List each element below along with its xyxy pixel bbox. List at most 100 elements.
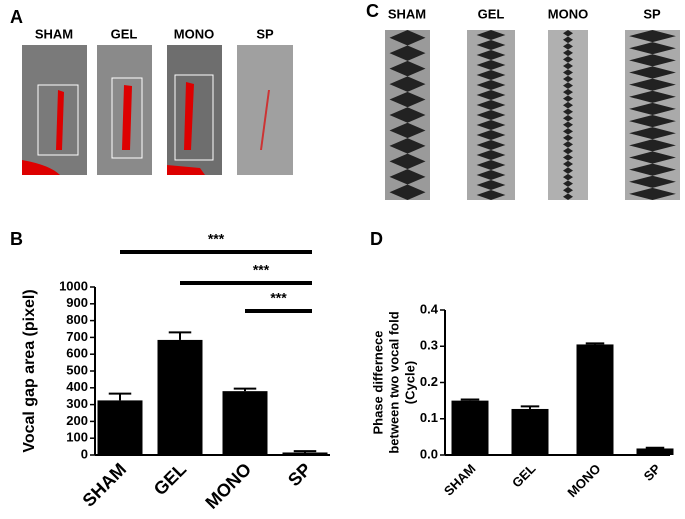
kymo-diamond	[563, 160, 573, 168]
kymo-diamond	[563, 173, 573, 181]
kymo-diamond	[389, 138, 426, 154]
kymo-diamond	[389, 122, 426, 139]
y-axis-label: Vocal gap area (pixel)	[21, 289, 38, 452]
kymo-diamond	[563, 154, 573, 161]
y-tick-label: 200	[66, 413, 88, 428]
y-tick-label: 0.1	[420, 410, 438, 425]
panel-label: A	[10, 7, 23, 27]
kymo-diamond	[476, 130, 506, 140]
kymo-diamond	[563, 69, 573, 76]
x-tick-label: GEL	[509, 461, 539, 491]
y-axis-label: (Cycle)	[402, 361, 417, 404]
kymo-diamond	[476, 140, 506, 150]
kymo-diamond	[563, 75, 573, 83]
kymo-diamond	[629, 90, 676, 103]
kymo-diamond	[563, 88, 573, 96]
kymo-diamond	[476, 110, 506, 120]
significance-label: ***	[270, 290, 287, 306]
kymo-diamond	[476, 100, 506, 110]
kymo-diamond	[629, 163, 676, 176]
kymo-diamond	[563, 121, 573, 129]
bar	[451, 400, 489, 455]
x-tick-label: SHAM	[441, 461, 479, 499]
kymo-diamond	[563, 82, 573, 89]
kymo-diamond	[389, 107, 426, 123]
bar	[511, 408, 549, 455]
y-tick-label: 0.0	[420, 446, 438, 461]
y-tick-label: 300	[66, 396, 88, 411]
x-tick-label: MONO	[564, 461, 603, 500]
kymo-diamond	[563, 186, 573, 194]
bar	[636, 448, 674, 455]
image-label: SHAM	[388, 6, 426, 21]
kymo-diamond	[476, 50, 506, 60]
kymo-diamond	[629, 115, 676, 128]
kymo-diamond	[389, 184, 426, 200]
kymo-diamond	[629, 151, 676, 164]
bar	[157, 339, 203, 455]
image-label: MONO	[548, 6, 588, 21]
kymo-diamond	[476, 30, 506, 40]
kymo-diamond	[476, 60, 506, 70]
kymo-diamond	[389, 30, 426, 46]
kymo-diamond	[563, 101, 573, 109]
kymo-diamond	[563, 30, 573, 37]
kymo-diamond	[563, 49, 573, 57]
kymo-diamond	[563, 167, 573, 174]
kymo-diamond	[476, 80, 506, 90]
panel-a-images	[22, 45, 293, 175]
image-label: MONO	[174, 26, 214, 41]
kymo-diamond	[563, 95, 573, 102]
image-label: SP	[256, 26, 274, 41]
y-tick-label: 0	[81, 446, 88, 461]
y-tick-label: 400	[66, 379, 88, 394]
bar	[222, 391, 268, 455]
kymo-diamond	[563, 134, 573, 142]
panel-label: C	[366, 1, 379, 21]
kymo-diamond	[476, 160, 506, 170]
x-tick-label: SHAM	[79, 459, 131, 511]
kymo-diamond	[563, 36, 573, 44]
panel-c-images	[385, 30, 680, 200]
kymo-diamond	[389, 169, 426, 185]
kymo-diamond	[389, 60, 426, 77]
kymo-diamond	[563, 115, 573, 122]
kymo-diamond	[563, 128, 573, 135]
kymo-diamond	[476, 90, 506, 100]
significance-label: ***	[253, 262, 270, 278]
kymo-diamond	[563, 180, 573, 187]
kymo-diamond	[563, 108, 573, 115]
kymo-diamond	[629, 30, 676, 43]
image-label: SP	[643, 6, 661, 21]
kymo-diamond	[629, 66, 676, 79]
image-label: GEL	[478, 6, 505, 21]
x-tick-label: SP	[284, 459, 315, 490]
kymo-diamond	[476, 190, 506, 200]
kymo-diamond	[629, 127, 676, 140]
kymo-diamond	[389, 76, 426, 92]
x-tick-label: MONO	[201, 459, 255, 513]
y-axis-label: between two vocal fold	[386, 311, 401, 453]
kymo-diamond	[563, 141, 573, 148]
kymo-diamond	[389, 91, 426, 108]
image-label: SHAM	[35, 26, 73, 41]
kymo-diamond	[629, 139, 676, 152]
kymo-diamond	[563, 56, 573, 63]
y-tick-label: 800	[66, 312, 88, 327]
y-axis-label: Phase differnece	[370, 330, 385, 434]
kymo-diamond	[476, 150, 506, 160]
y-tick-label: 0.2	[420, 374, 438, 389]
kymo-diamond	[629, 187, 676, 200]
y-tick-label: 600	[66, 346, 88, 361]
kymo-diamond	[476, 120, 506, 130]
y-tick-label: 0.3	[420, 338, 438, 353]
kymo-diamond	[629, 78, 676, 91]
image-label: GEL	[111, 26, 138, 41]
kymo-diamond	[476, 180, 506, 190]
kymo-diamond	[563, 147, 573, 155]
kymo-diamond	[389, 153, 426, 170]
kymo-diamond	[476, 70, 506, 80]
panel-label: D	[370, 229, 383, 249]
y-tick-label: 900	[66, 295, 88, 310]
